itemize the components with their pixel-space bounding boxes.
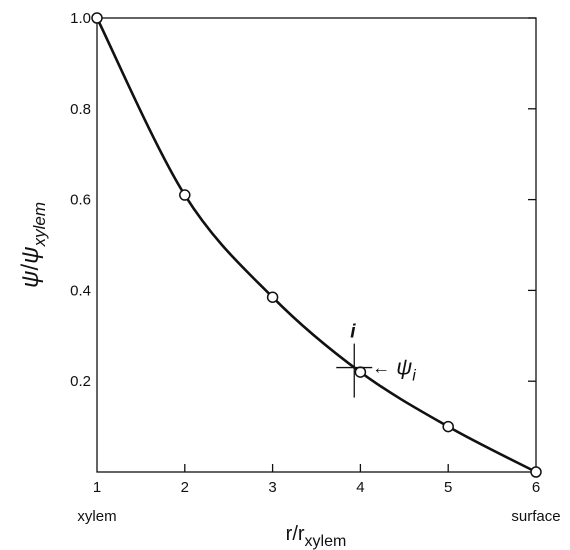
y-tick-label: 1.0 xyxy=(70,10,91,27)
x-axis-label-sub: xylem xyxy=(305,533,347,550)
y-axis-ticks: 0.2 0.4 0.6 0.8 1.0 xyxy=(70,10,536,390)
x-axis-label: r/rxylem xyxy=(286,523,347,550)
annotation-label-psi-main: ψ xyxy=(396,355,412,380)
annotation-label-psi: ψi xyxy=(396,355,416,385)
y-axis-label-sub: xylem xyxy=(30,202,49,247)
x-axis-label-main: r/r xyxy=(286,523,305,545)
annotation-label-i: i xyxy=(350,322,356,343)
y-tick-label: 0.4 xyxy=(70,282,91,299)
y-tick-label: 0.8 xyxy=(70,101,91,118)
x-tick-label: 5 xyxy=(444,479,452,496)
y-axis-label: ψ/ψxylem xyxy=(17,202,49,288)
x-end-label-left: xylem xyxy=(77,508,116,525)
x-tick-label: 2 xyxy=(181,479,189,496)
y-tick-label: 0.2 xyxy=(70,373,91,390)
x-tick-label: 4 xyxy=(356,479,364,496)
annotation-psi-i: i← ψi xyxy=(336,322,416,398)
annotation-label-psi-sub: i xyxy=(412,368,416,385)
y-axis-label-psi: ψ xyxy=(17,271,44,288)
y-axis-label-slash: / xyxy=(17,264,44,271)
data-point xyxy=(530,466,542,478)
y-axis-label-psi2: ψ xyxy=(17,246,44,263)
series-curve xyxy=(95,17,537,474)
data-point xyxy=(442,420,454,433)
x-tick-label: 6 xyxy=(532,479,540,496)
data-point xyxy=(91,12,103,24)
x-tick-label: 3 xyxy=(268,479,276,496)
y-tick-label: 0.6 xyxy=(70,192,91,209)
annotation-arrow: ← xyxy=(372,358,390,378)
x-axis-ticks: 1 2 3 4 5 6 xyxy=(93,464,540,496)
x-tick-label: 1 xyxy=(93,479,101,496)
data-point xyxy=(179,189,191,201)
x-end-label-right: surface xyxy=(511,508,560,525)
data-points xyxy=(91,12,542,478)
data-point xyxy=(266,291,279,303)
plot-frame xyxy=(96,17,537,473)
data-point xyxy=(354,366,367,378)
